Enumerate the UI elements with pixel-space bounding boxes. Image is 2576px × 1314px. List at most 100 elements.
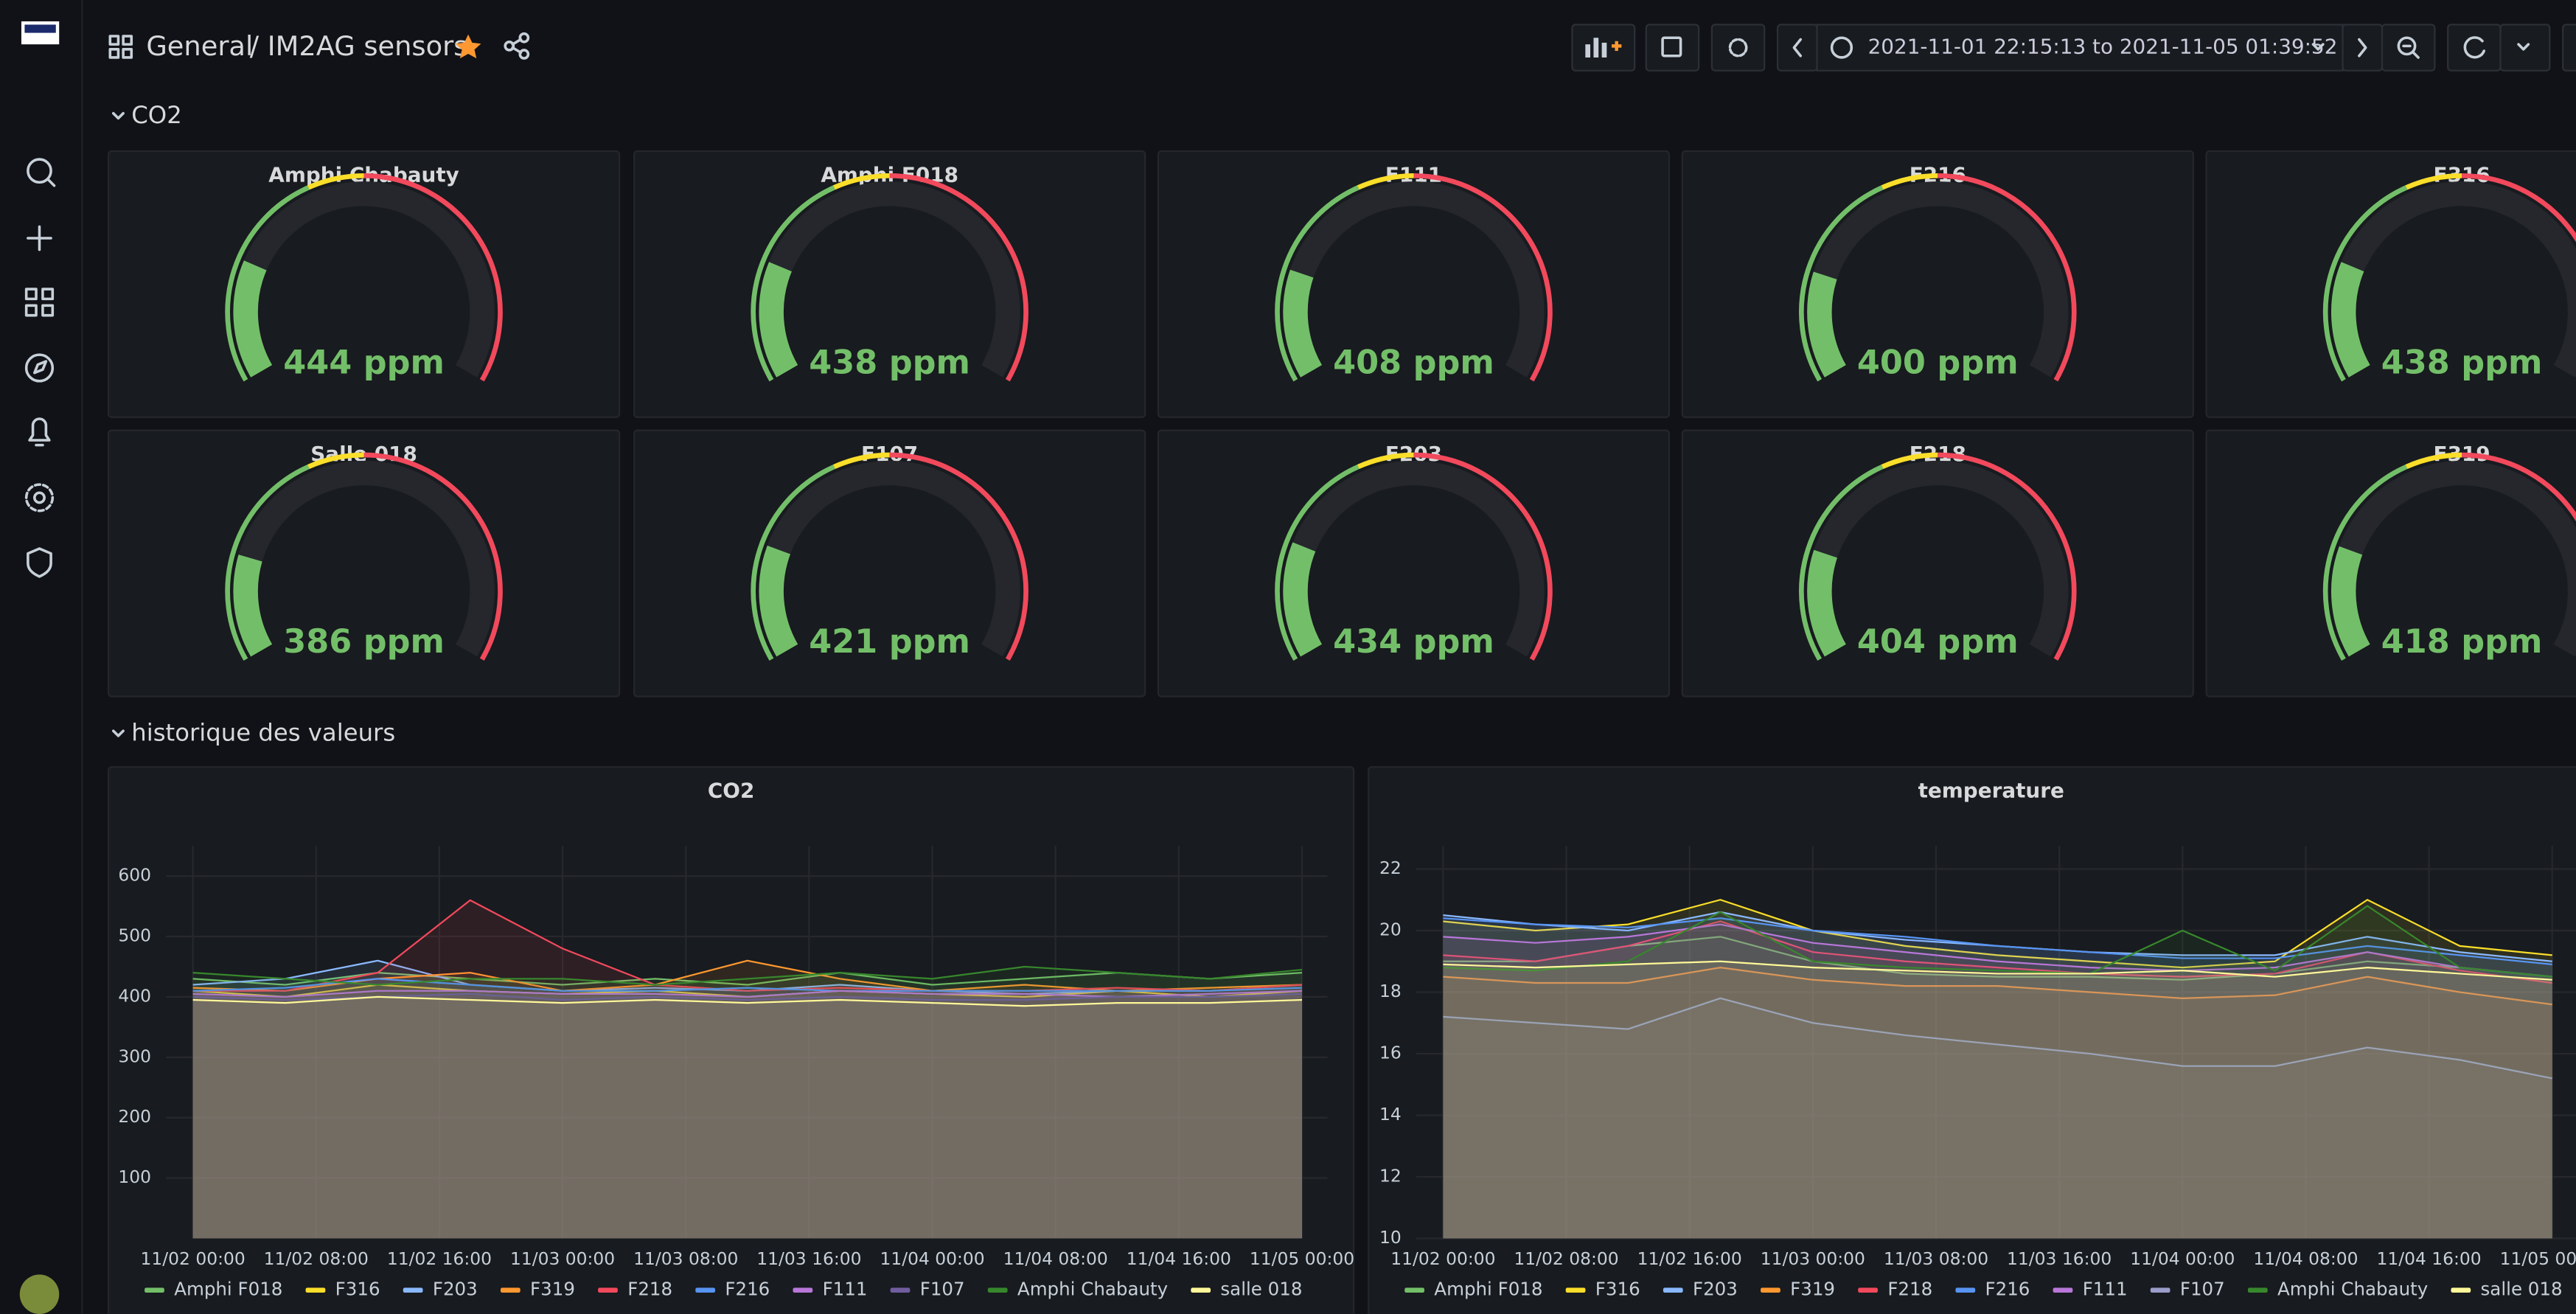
row-collapse-icon[interactable]: [111, 729, 125, 737]
threshold-arc: [1275, 464, 1360, 661]
legend-label[interactable]: Amphi F018: [1434, 1279, 1542, 1300]
threshold-arc: [833, 452, 890, 470]
time-forward-button[interactable]: [2342, 24, 2384, 72]
alerting-icon[interactable]: [28, 417, 51, 447]
legend-label[interactable]: salle 018: [2481, 1279, 2563, 1300]
panel-title[interactable]: temperature: [1918, 779, 2064, 803]
panel-frame: [107, 150, 621, 418]
y-tick-label: 300: [118, 1046, 151, 1066]
legend-label[interactable]: F203: [1693, 1279, 1738, 1300]
gauge-value: 434 ppm: [1333, 622, 1494, 661]
legend-swatch[interactable]: [695, 1287, 716, 1293]
legend-label[interactable]: F218: [1887, 1279, 1932, 1300]
legend-label[interactable]: salle 018: [1220, 1279, 1302, 1300]
row-title[interactable]: historique des valeurs: [131, 719, 395, 747]
legend-swatch[interactable]: [1404, 1287, 1424, 1293]
y-tick-label: 400: [118, 985, 151, 1006]
legend-swatch[interactable]: [1858, 1287, 1878, 1293]
legend-label[interactable]: F316: [335, 1279, 380, 1300]
legend-label[interactable]: F216: [1985, 1279, 2030, 1300]
explore-icon[interactable]: [24, 353, 55, 383]
save-button[interactable]: [1645, 24, 1700, 72]
legend-swatch[interactable]: [1761, 1287, 1780, 1293]
row-title[interactable]: CO2: [131, 101, 182, 129]
legend-swatch[interactable]: [2247, 1287, 2268, 1293]
refresh-button[interactable]: [2447, 24, 2502, 72]
admin-icon[interactable]: [27, 547, 52, 578]
legend-label[interactable]: F111: [2083, 1279, 2128, 1300]
legend-swatch[interactable]: [403, 1287, 423, 1293]
legend-label[interactable]: F319: [1790, 1279, 1835, 1300]
legend-label[interactable]: F316: [1595, 1279, 1640, 1300]
breadcrumb-folder[interactable]: General: [146, 30, 253, 62]
legend-swatch[interactable]: [305, 1287, 326, 1293]
x-tick-label: 11/03 00:00: [510, 1248, 615, 1269]
share-icon[interactable]: [504, 32, 530, 60]
breadcrumb-title[interactable]: / IM2AG sensors: [250, 30, 468, 62]
legend-swatch[interactable]: [1565, 1287, 1586, 1293]
panel-frame: [1681, 150, 2194, 418]
threshold-arc: [1413, 452, 1553, 661]
configuration-icon[interactable]: [24, 483, 55, 512]
y-tick-label: 10: [1379, 1227, 1402, 1248]
series-area: [192, 978, 1303, 1239]
y-tick-label: 12: [1379, 1166, 1402, 1186]
x-tick-label: 11/04 08:00: [1003, 1248, 1108, 1269]
legend-label[interactable]: F111: [823, 1279, 868, 1300]
timeseries-panel: temperature 10 12 14 16 18 20 22 11/02 00:00 11/0…: [1368, 766, 2576, 1314]
legend-swatch[interactable]: [2451, 1287, 2471, 1293]
series-area: [1443, 924, 2552, 1239]
legend-swatch[interactable]: [145, 1287, 164, 1293]
x-tick-label: 11/02 16:00: [1637, 1248, 1742, 1269]
panel-frame: [107, 429, 621, 698]
legend-label[interactable]: F107: [920, 1279, 965, 1300]
series-line: [192, 899, 1303, 992]
threshold-arc: [889, 452, 1028, 661]
panel-frame: [633, 429, 1146, 698]
threshold-arc: [1799, 185, 1884, 382]
gauge-value: 386 ppm: [283, 622, 445, 661]
time-picker-button[interactable]: [1816, 24, 2344, 72]
user-avatar[interactable]: [19, 1274, 60, 1314]
gauge-fill: [233, 555, 273, 657]
settings-button[interactable]: [1710, 24, 1766, 72]
create-icon[interactable]: [27, 225, 52, 251]
series-line: [1443, 923, 2552, 978]
dashboards-icon[interactable]: [24, 288, 55, 317]
zoom-out-button[interactable]: [2381, 24, 2436, 72]
view-mode-button[interactable]: [2562, 24, 2576, 72]
legend-swatch[interactable]: [1191, 1287, 1211, 1293]
x-tick-label: 11/02 00:00: [141, 1248, 246, 1269]
legend-label[interactable]: F107: [2180, 1279, 2225, 1300]
x-tick-label: 11/03 08:00: [1884, 1248, 1988, 1269]
legend-swatch[interactable]: [598, 1287, 618, 1293]
series-area: [192, 960, 1303, 1239]
legend-swatch[interactable]: [500, 1287, 521, 1293]
series-area: [1443, 911, 2552, 1239]
legend-label[interactable]: Amphi F018: [174, 1279, 282, 1300]
panel-title[interactable]: CO2: [708, 779, 754, 803]
threshold-arc: [1413, 173, 1553, 382]
row-collapse-icon[interactable]: [111, 111, 125, 120]
legend-label[interactable]: F203: [433, 1279, 478, 1300]
legend-swatch[interactable]: [890, 1287, 911, 1293]
legend-swatch[interactable]: [1955, 1287, 1976, 1293]
favorite-star[interactable]: [455, 34, 481, 59]
legend-label[interactable]: F319: [530, 1279, 575, 1300]
threshold-arc: [1357, 173, 1414, 190]
legend-label[interactable]: Amphi Chabauty: [2277, 1279, 2428, 1300]
legend-swatch[interactable]: [2053, 1287, 2073, 1293]
legend-label[interactable]: F218: [627, 1279, 672, 1300]
legend-label[interactable]: Amphi Chabauty: [1017, 1279, 1168, 1300]
legend-swatch[interactable]: [1663, 1287, 1683, 1293]
search-icon[interactable]: [27, 158, 56, 187]
time-back-button[interactable]: [1776, 24, 1818, 72]
save-icon: [1661, 36, 1682, 58]
legend-swatch[interactable]: [2150, 1287, 2171, 1293]
legend-swatch[interactable]: [987, 1287, 1008, 1293]
legend-label[interactable]: F216: [725, 1279, 770, 1300]
legend-swatch[interactable]: [793, 1287, 813, 1293]
